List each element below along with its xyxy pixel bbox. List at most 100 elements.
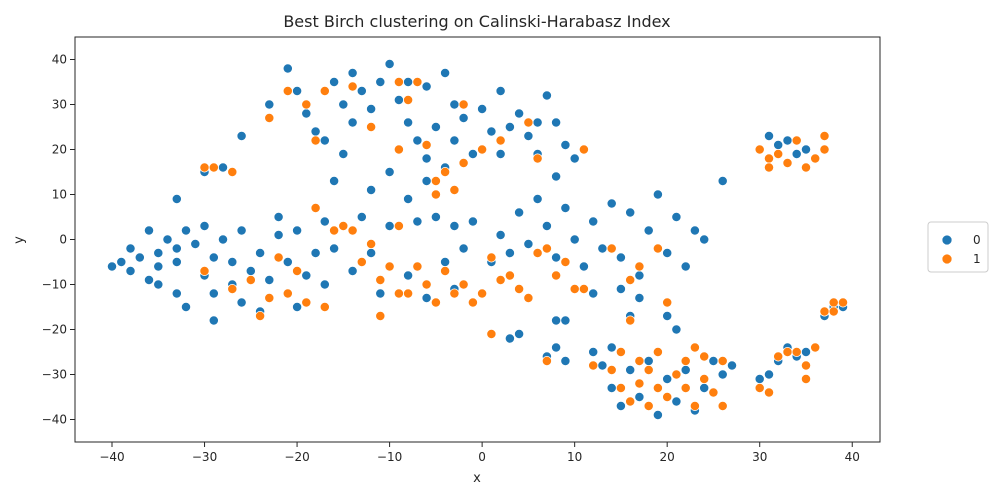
- scatter-point-cluster-0: [144, 225, 154, 236]
- scatter-point-cluster-1: [264, 113, 275, 123]
- scatter-point-cluster-1: [375, 311, 386, 321]
- scatter-point-cluster-0: [449, 221, 460, 231]
- scatter-point-cluster-0: [523, 131, 534, 141]
- x-axis: −40 −30 −20 −10 0 10 20 30 40: [99, 442, 860, 464]
- scatter-point-cluster-0: [153, 279, 164, 290]
- scatter-point-cluster-0: [292, 302, 303, 312]
- scatter-point-cluster-1: [310, 203, 321, 213]
- scatter-point-cluster-0: [606, 342, 617, 353]
- scatter-point-cluster-1: [440, 167, 451, 177]
- scatter-point-cluster-0: [486, 126, 497, 137]
- scatter-point-cluster-0: [171, 194, 182, 204]
- scatter-point-cluster-0: [588, 288, 599, 299]
- legend: 01: [927, 221, 989, 273]
- scatter-point-cluster-1: [680, 383, 691, 393]
- scatter-point-cluster-1: [421, 279, 432, 290]
- scatter-point-cluster-0: [412, 216, 423, 227]
- scatter-point-cluster-0: [329, 243, 340, 254]
- scatter-point-cluster-0: [116, 257, 127, 267]
- scatter-point-cluster-0: [764, 131, 774, 141]
- scatter-point-cluster-0: [551, 342, 562, 353]
- scatter-point-cluster-1: [828, 306, 839, 317]
- x-tick-label: −20: [284, 450, 309, 464]
- scatter-point-cluster-0: [606, 383, 617, 393]
- scatter-point-cluster-0: [717, 176, 728, 186]
- scatter-point-cluster-1: [338, 221, 349, 231]
- scatter-point-cluster-0: [597, 360, 608, 371]
- scatter-point-cluster-0: [181, 302, 191, 312]
- scatter-point-cluster-0: [449, 135, 460, 146]
- scatter-point-cluster-0: [782, 135, 793, 146]
- scatter-point-cluster-1: [615, 347, 626, 357]
- scatter-point-cluster-0: [403, 194, 414, 204]
- scatter-point-cluster-0: [403, 77, 414, 87]
- scatter-point-cluster-1: [764, 153, 774, 164]
- scatter-point-cluster-0: [412, 135, 423, 146]
- scatter-point-cluster-0: [134, 252, 145, 263]
- scatter-point-cluster-1: [764, 387, 774, 398]
- scatter-point-cluster-1: [773, 149, 784, 159]
- scatter-point-cluster-1: [801, 162, 811, 173]
- scatter-point-cluster-1: [625, 315, 636, 326]
- y-tick-label: 0: [59, 233, 67, 247]
- scatter-point-cluster-0: [366, 248, 377, 258]
- scatter-point-cluster-0: [680, 365, 691, 375]
- scatter-point-cluster-1: [449, 288, 460, 299]
- scatter-point-cluster-0: [643, 225, 654, 236]
- scatter-point-cluster-1: [310, 135, 321, 146]
- scatter-point-cluster-1: [264, 293, 275, 303]
- scatter-point-cluster-1: [477, 144, 488, 155]
- scatter-point-cluster-1: [634, 356, 645, 366]
- scatter-point-cluster-0: [236, 131, 247, 141]
- scatter-point-cluster-0: [218, 162, 228, 173]
- scatter-point-cluster-0: [514, 108, 525, 119]
- scatter-point-cluster-0: [366, 185, 377, 195]
- scatter-point-cluster-0: [421, 153, 432, 164]
- scatter-point-cluster-1: [588, 360, 599, 371]
- scatter-point-cluster-1: [347, 225, 358, 236]
- scatter-point-cluster-0: [680, 261, 691, 272]
- scatter-point-cluster-1: [412, 77, 423, 87]
- scatter-point-cluster-0: [375, 288, 386, 299]
- scatter-point-cluster-0: [551, 117, 562, 128]
- legend-label-0: 0: [973, 233, 981, 247]
- scatter-point-cluster-1: [356, 257, 367, 267]
- scatter-point-cluster-1: [551, 270, 562, 281]
- scatter-point-cluster-0: [218, 234, 228, 245]
- scatter-point-cluster-1: [810, 153, 821, 164]
- scatter-point-cluster-0: [662, 374, 673, 384]
- scatter-point-cluster-1: [578, 144, 589, 155]
- y-tick-label: −40: [42, 413, 67, 427]
- scatter-point-cluster-0: [754, 374, 765, 384]
- scatter-point-cluster-0: [292, 86, 303, 96]
- scatter-point-cluster-1: [458, 99, 469, 110]
- scatter-point-cluster-1: [282, 86, 293, 96]
- scatter-point-cluster-1: [652, 383, 663, 393]
- scatter-point-cluster-0: [171, 288, 182, 299]
- scatter-point-cluster-1: [754, 383, 765, 393]
- scatter-point-cluster-1: [366, 122, 377, 132]
- scatter-point-cluster-1: [504, 270, 515, 281]
- scatter-point-cluster-1: [458, 279, 469, 290]
- scatter-point-cluster-0: [264, 99, 275, 110]
- scatter-point-cluster-0: [495, 86, 506, 96]
- scatter-point-cluster-0: [615, 401, 626, 411]
- x-tick-label: 10: [567, 450, 582, 464]
- scatter-point-cluster-0: [440, 257, 451, 267]
- x-tick-label: 40: [845, 450, 860, 464]
- scatter-point-cluster-0: [319, 279, 330, 290]
- scatter-point-cluster-0: [329, 77, 340, 87]
- scatter-point-cluster-0: [541, 221, 552, 231]
- scatter-point-cluster-0: [764, 369, 774, 380]
- scatter-point-cluster-0: [588, 347, 599, 357]
- scatter-point-cluster-1: [440, 266, 451, 276]
- scatter-point-cluster-0: [162, 234, 173, 245]
- legend-marker-1: [941, 253, 953, 265]
- scatter-point-cluster-1: [467, 297, 478, 308]
- scatter-point-cluster-1: [319, 86, 330, 96]
- scatter-point-cluster-0: [403, 270, 414, 281]
- scatter-point-cluster-1: [227, 167, 238, 177]
- scatter-point-cluster-1: [301, 99, 312, 110]
- scatter-point-cluster-0: [430, 122, 441, 132]
- scatter-point-cluster-0: [181, 225, 191, 236]
